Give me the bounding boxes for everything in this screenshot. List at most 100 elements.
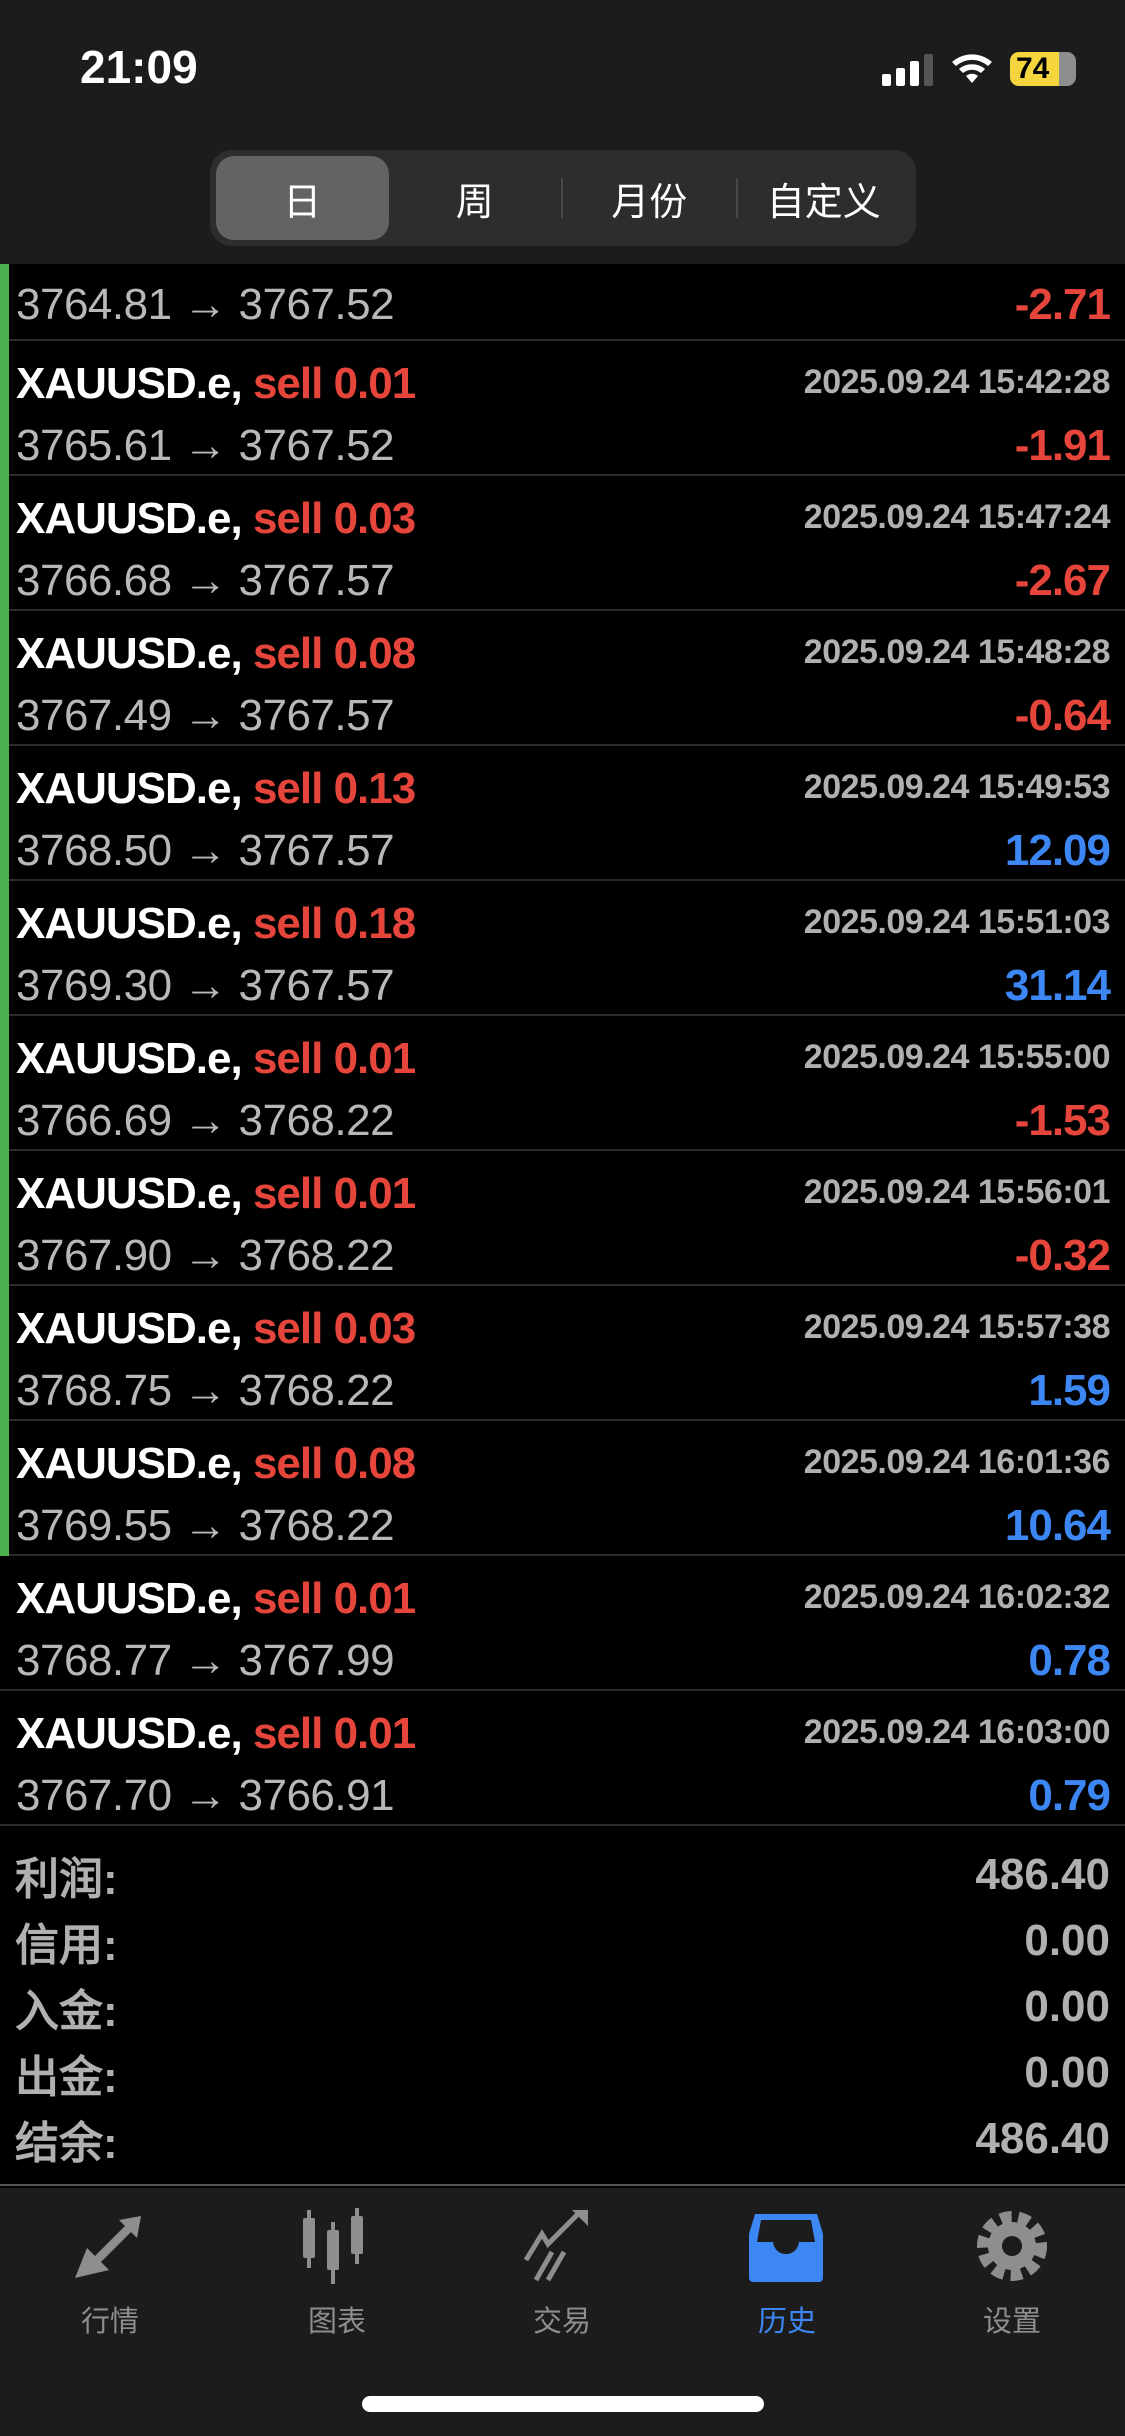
deal-title: XAUUSD.e, sell 0.01 [16,1574,416,1624]
marker-bar [0,746,9,881]
segment-day[interactable]: 日 [216,156,389,240]
summary-value: 486.40 [975,1850,1110,1899]
deal-row[interactable]: XAUUSD.e, sell 0.03 2025.09.24 15:57:38 37… [0,1286,1125,1421]
summary-row: 出金: 0.00 [0,2040,1125,2106]
deal-row[interactable]: XAUUSD.e, sell 0.18 2025.09.24 15:51:03 37… [0,881,1125,1016]
deal-side-volume: sell 0.01 [252,1169,416,1218]
deal-symbol: XAUUSD.e, [16,1574,243,1623]
tab-trade[interactable]: 交易 [492,2208,632,2340]
home-indicator[interactable] [362,2396,764,2412]
deal-prices: 3768.75 → 3768.22 [16,1366,395,1415]
marker-bar [0,881,9,1016]
deal-row[interactable]: XAUUSD.e, sell 0.01 2025.09.24 15:42:28 37… [0,341,1125,476]
status-time: 21:09 [80,41,198,93]
deal-time: 2025.09.24 15:47:24 [803,498,1111,536]
deal-side-volume: sell 0.13 [252,764,416,813]
deal-time: 2025.09.24 15:49:53 [803,768,1111,806]
deal-symbol: XAUUSD.e, [16,1439,243,1488]
tab-settings[interactable]: 设置 [942,2208,1082,2340]
deal-side-volume: sell 0.01 [252,1574,416,1623]
tab-history[interactable]: 历史 [717,2208,857,2340]
period-segmented-control: 日 周 月份 自定义 [210,150,916,246]
marker-bar [0,341,9,476]
deal-symbol: XAUUSD.e, [16,1709,243,1758]
summary-row: 信用: 0.00 [0,1908,1125,1974]
deal-side-volume: sell 0.08 [252,1439,416,1488]
candlestick-chart-icon [303,2208,363,2284]
marker-bar [0,1286,9,1421]
deal-prices: 3767.49 → 3767.57 [16,691,395,740]
gear-icon [977,2211,1047,2281]
summary-label: 结余: [15,2119,118,2168]
deal-title: XAUUSD.e, sell 0.18 [16,899,416,949]
tab-label: 图表 [307,2306,366,2338]
tab-label: 行情 [80,2306,139,2338]
summary-label: 信用: [15,1921,118,1970]
deal-side-volume: sell 0.01 [252,1034,416,1083]
deal-row[interactable]: XAUUSD.e, sell 0.13 2025.09.24 15:49:53 37… [0,746,1125,881]
tab-bar: 行情 图表 交易 历史 设置 [0,2188,1125,2436]
deal-row[interactable]: XAUUSD.e, sell 0.01 2025.09.24 15:55:00 37… [0,1016,1125,1151]
deal-row[interactable]: XAUUSD.e, sell 0.01 2025.09.24 16:03:00 37… [0,1691,1125,1826]
deal-profit: -2.67 [1014,556,1111,605]
deal-symbol: XAUUSD.e, [16,764,243,813]
deal-row[interactable]: XAUUSD.e, sell 0.01 2025.09.24 15:56:01 37… [0,1151,1125,1286]
deal-time: 2025.09.24 15:55:00 [803,1038,1111,1076]
segment-month[interactable]: 月份 [611,181,688,224]
marker-bar [0,476,9,611]
status-bar: 21:09 74 日 周 月份 自定义 [0,0,1125,264]
deal-prices: 3769.30 → 3767.57 [16,961,395,1010]
deal-row[interactable]: XAUUSD.e, sell 0.03 2025.09.24 15:47:24 37… [0,476,1125,611]
summary-row: 利润: 486.40 [0,1842,1125,1908]
summary-row: 结余: 486.40 [0,2106,1125,2172]
marker-bar [0,611,9,746]
history-inbox-icon [749,2214,823,2282]
cellular-signal-icon [882,54,933,86]
marker-bar [0,1016,9,1151]
deal-profit: -1.53 [1014,1096,1111,1145]
trade-trend-icon [523,2210,588,2282]
segment-week[interactable]: 周 [455,181,494,224]
marker-bar [0,1151,9,1286]
divider [735,178,738,218]
deal-profit: -0.32 [1014,1231,1111,1280]
tab-quotes[interactable]: 行情 [40,2208,180,2340]
deal-row[interactable]: 3764.81 → 3767.52 -2.71 [0,264,1125,341]
deal-side-volume: sell 0.18 [252,899,416,948]
deal-symbol: XAUUSD.e, [16,494,243,543]
tab-chart[interactable]: 图表 [267,2208,407,2340]
summary-label: 出金: [15,2053,118,2102]
summary: 利润: 486.40 信用: 0.00 入金: 0.00 出金: 0.00 结余: 486.40 [0,1830,1125,2186]
divider [561,178,563,218]
deal-time: 2025.09.24 16:01:36 [803,1443,1111,1481]
tab-label: 历史 [757,2306,816,2338]
deal-title: XAUUSD.e, sell 0.08 [16,1439,416,1489]
summary-value: 0.00 [1024,1916,1110,1965]
deal-row[interactable]: XAUUSD.e, sell 0.08 2025.09.24 15:48:28 37… [0,611,1125,746]
deal-title: XAUUSD.e, sell 0.03 [16,494,416,544]
deal-title: XAUUSD.e, sell 0.03 [16,1304,416,1354]
deal-time: 2025.09.24 15:48:28 [803,633,1111,671]
tab-label: 交易 [532,2306,591,2338]
deal-side-volume: sell 0.03 [252,494,416,543]
deal-side-volume: sell 0.01 [252,359,416,408]
deal-side-volume: sell 0.08 [252,629,416,678]
summary-label: 入金: [15,1987,118,2036]
deal-symbol: XAUUSD.e, [16,1169,243,1218]
deal-profit: 1.59 [1028,1366,1111,1415]
deal-time: 2025.09.24 15:42:28 [803,363,1111,401]
summary-label: 利润: [15,1855,118,1904]
deal-symbol: XAUUSD.e, [16,1304,243,1353]
battery-level: 74 [1016,52,1050,85]
segment-custom[interactable]: 自定义 [766,181,881,224]
deal-row[interactable]: XAUUSD.e, sell 0.01 2025.09.24 16:02:32 37… [0,1556,1125,1691]
deal-symbol: XAUUSD.e, [16,899,243,948]
deal-title: XAUUSD.e, sell 0.01 [16,1709,416,1759]
deal-profit: 31.14 [1004,961,1111,1010]
deal-title: XAUUSD.e, sell 0.01 [16,359,416,409]
deal-prices: 3769.55 → 3768.22 [16,1501,395,1550]
deal-row[interactable]: XAUUSD.e, sell 0.08 2025.09.24 16:01:36 37… [0,1421,1125,1556]
deal-prices: 3766.69 → 3768.22 [16,1096,395,1145]
deal-profit: -2.71 [1014,280,1111,329]
deal-prices: 3766.68 → 3767.57 [16,556,395,605]
